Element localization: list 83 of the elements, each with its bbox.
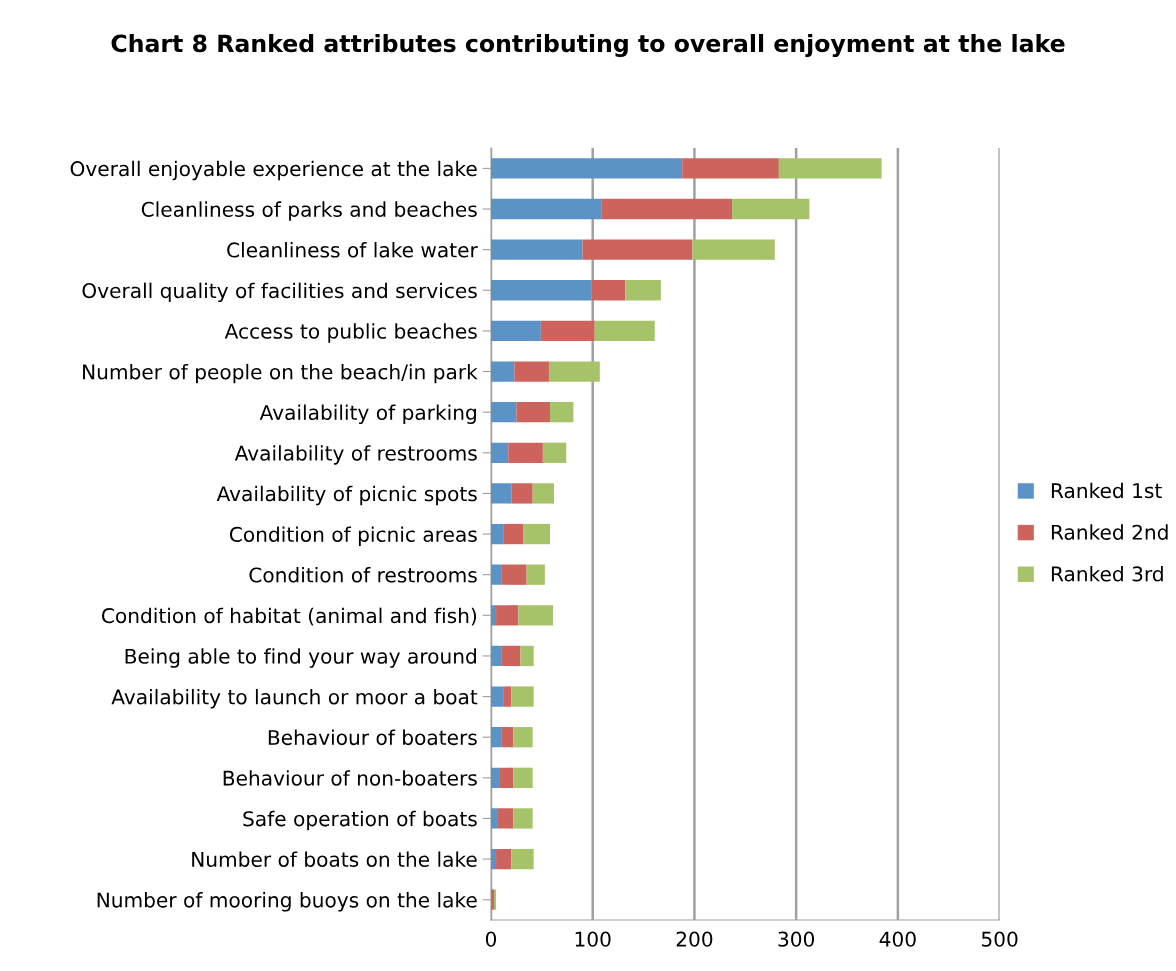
y-tick-label: Access to public beaches [224,323,477,343]
y-tick-label: Being able to find your way around [125,648,476,668]
x-tick-label: 300 [778,931,815,947]
bar [549,402,574,423]
x-tick-label: 200 [676,931,713,947]
y-tick-label: Condition of picnic areas [229,526,477,546]
bar [490,483,512,504]
bar [490,320,541,342]
y-tick-label: Safe operation of boats [243,810,477,831]
bar [582,239,693,260]
bar [692,239,775,260]
y-tick-label: Overall quality of facilities and services [82,282,477,303]
bar [503,686,512,707]
chart-title: Chart 8 Ranked attributes contributing to overall enjoyment at the lake [111,33,1065,58]
bar [501,645,521,667]
y-tick-label: Number of mooring buoys on the lake [97,892,477,912]
bar [594,320,655,342]
x-tick-label: 400 [879,931,916,947]
bar [601,198,733,220]
bar [526,564,545,585]
bar [490,158,683,179]
bar [496,605,519,626]
bar [490,280,592,301]
bar [496,848,512,870]
bar [513,727,533,748]
bar [501,564,527,585]
y-tick-label: Condition of habitat (animal and fish) [101,607,477,626]
bar [511,686,534,707]
y-tick-label: Number of boats on the lake [192,851,477,868]
y-tick-label: Availability of parking [259,404,476,424]
bar [625,280,661,301]
bar [497,808,514,829]
y-tick-label: Overall enjoyable experience at the lake [70,160,477,181]
bar [490,402,517,423]
bar [490,727,502,748]
legend-label: Ranked 3rd [1051,565,1163,582]
bar [513,767,533,788]
bar [490,361,515,382]
x-tick-label: 100 [575,931,611,947]
bar [540,320,595,342]
y-tick-label: Cleanliness of parks and beaches [141,201,477,221]
bar [490,767,500,788]
x-tick-label: 500 [981,931,1018,947]
y-tick-label: Availability of restrooms [234,445,477,465]
y-tick-label: Number of people on the beach/in park [83,363,478,384]
bar [490,848,497,870]
bar [542,442,567,463]
y-tick-label: Availability of picnic spots [216,485,477,506]
bar [518,605,554,626]
bar [490,239,583,260]
legend-label: Ranked 2nd [1051,524,1168,540]
bar [490,645,502,667]
bar [490,523,504,545]
bar [513,808,533,829]
bar [682,158,779,179]
y-tick-label: Cleanliness of lake water [227,242,478,258]
bar [503,523,524,545]
x-tick-label: 0 [485,931,497,947]
bar [548,361,600,382]
bar [490,686,504,707]
y-tick-label: Behaviour of boaters [268,729,477,746]
bar [490,198,602,220]
bar [778,158,882,179]
bar [511,848,534,870]
bar [523,523,550,545]
bar [490,808,498,829]
bar [490,564,502,585]
bar [499,767,514,788]
bar [511,483,533,504]
bar [490,605,497,626]
bar [514,361,549,382]
bar [532,483,555,504]
bar [508,442,543,463]
legend-label: Ranked 1st [1051,482,1162,499]
bar [732,198,810,220]
bar [516,402,550,423]
bar [591,280,626,301]
y-tick-label: Condition of restrooms [249,567,477,583]
bar [520,645,534,667]
bar [501,727,514,748]
y-tick-label: Behaviour of non-boaters [223,770,477,786]
bar [490,442,509,463]
y-tick-label: Availability to launch or moor a boat [111,688,478,709]
